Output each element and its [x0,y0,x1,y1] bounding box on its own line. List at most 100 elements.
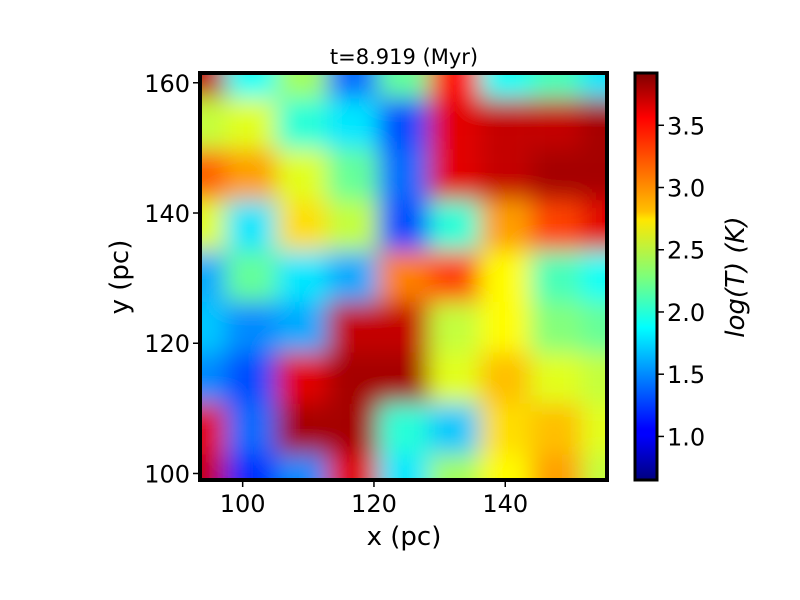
colorbar-tick-label: 1.0 [667,423,705,451]
plot-frame [198,71,609,482]
heatmap-cell [276,200,328,252]
x-axis: 100 120 140 [220,480,528,518]
colorbar-label: log(T) (K) [721,216,751,337]
y-tick-label: 160 [144,70,190,98]
heatmap-cell [479,454,531,480]
x-tick-label: 100 [220,490,266,518]
colorbar [633,71,659,482]
heatmap-cell [327,403,379,455]
heatmap-cell [530,454,582,480]
heatmap-cell [428,200,480,252]
heatmap-cell [225,454,277,480]
heatmap-cell [428,98,480,150]
heatmap-cell [530,200,582,252]
heatmap-cells [200,73,607,480]
y-axis: 100 120 140 160 [144,70,200,488]
heatmap-cell [327,352,379,404]
heatmap-cell [225,352,277,404]
heatmap-cell [225,98,277,150]
heatmap-cell [276,454,328,480]
heatmap-cell [378,98,429,150]
heatmap-cell [225,149,277,201]
heatmap-cell [479,403,531,455]
heatmap-cell [327,98,379,150]
colorbar-tick-label: 2.5 [667,237,705,265]
heatmap-cell [428,251,480,302]
heatmap-cell [327,454,379,480]
heatmap-cell [327,251,379,302]
heatmap-cell [530,403,582,455]
heatmap-cell [378,251,429,302]
heatmap-cell [225,251,277,302]
chart-title: t=8.919 (Myr) [330,45,478,69]
heatmap-cell [225,200,277,252]
heatmap-cell [479,200,531,252]
heatmap-cell [479,98,531,150]
heatmap-cell [581,200,607,252]
heatmap-cell [530,352,582,404]
heatmap-area [200,73,607,480]
heatmap-cell [200,200,226,252]
heatmap-cell [378,73,429,99]
heatmap-cell [276,98,328,150]
heatmap-cell [200,352,226,404]
heatmap-cell [428,73,480,99]
heatmap-cell [581,352,607,404]
y-tick-label: 100 [144,460,190,488]
heatmap-cell [225,73,277,99]
heatmap-cell [479,251,531,302]
heatmap-cell [276,251,328,302]
heatmap-cell [530,251,582,302]
colorbar-tick-label: 2.0 [667,299,705,327]
heatmap-cell [276,403,328,455]
heatmap-cell [428,403,480,455]
heatmap-cell [530,149,582,201]
x-axis-label: x (pc) [367,522,442,552]
heatmap-cell [581,73,607,99]
heatmap-cell [327,200,379,252]
heatmap-cell [479,73,531,99]
colorbar-ticks: 1.0 1.5 2.0 2.5 3.0 3.5 [657,112,705,451]
heatmap-cell [581,98,607,150]
heatmap-cell [378,352,429,404]
heatmap-cell [276,73,328,99]
heatmap-cell [276,301,328,353]
heatmap-cell [276,352,328,404]
x-tick-label: 140 [482,490,528,518]
heatmap-cell [276,149,328,201]
colorbar-tick-label: 1.5 [667,361,705,389]
heatmap-cell [428,454,480,480]
heatmap-cell [378,403,429,455]
heatmap-cell [327,149,379,201]
heatmap-cell [200,73,226,99]
heatmap-cell [428,352,480,404]
heatmap-cell [428,149,480,201]
heatmap-cell [200,301,226,353]
heatmap-cell [479,149,531,201]
heatmap-cell [327,301,379,353]
heatmap-cell [200,98,226,150]
heatmap-cell [200,403,226,455]
heatmap-cell [530,98,582,150]
heatmap-cell [225,301,277,353]
heatmap-cell [378,454,429,480]
heatmap-cell [378,149,429,201]
heatmap-cell [530,73,582,99]
heatmap-cell [200,149,226,201]
heatmap-cell [378,200,429,252]
colorbar-tick-label: 3.0 [667,175,705,203]
heatmap-cell [200,454,226,480]
heatmap-cell [581,403,607,455]
heatmap-cell [327,73,379,99]
heatmap-cell [581,301,607,353]
heatmap-cell [479,352,531,404]
y-tick-label: 120 [144,330,190,358]
heatmap-cell [581,454,607,480]
heatmap-cell [378,301,429,353]
heatmap-cell [530,301,582,353]
heatmap-cell [581,251,607,302]
x-tick-label: 120 [351,490,397,518]
colorbar-tick-label: 3.5 [667,112,705,140]
heatmap-cell [428,301,480,353]
